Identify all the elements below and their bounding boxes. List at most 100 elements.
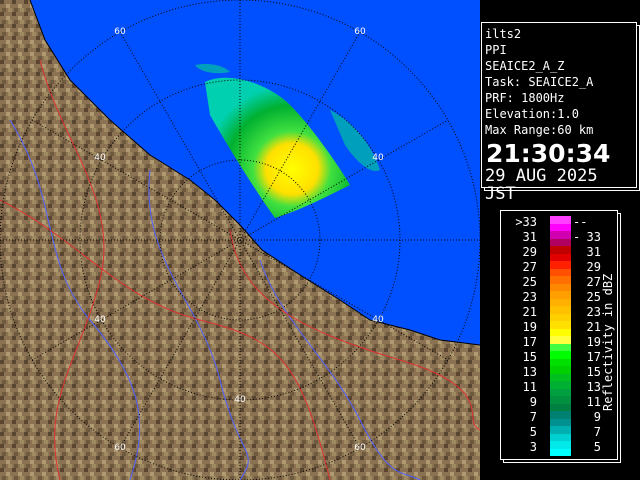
legend-high-value: 7 (593, 425, 601, 439)
range-ring-label: 40 (372, 153, 384, 163)
range-ring-label: 40 (94, 153, 106, 163)
legend-high-value: 27 (586, 275, 601, 289)
color-band (550, 418, 571, 426)
legend-low-value: 23 (522, 290, 537, 304)
rivers (0, 59, 480, 480)
range-ring-label: 40 (94, 315, 106, 325)
legend-row: 29 31 (501, 245, 617, 260)
echo-scatter (195, 63, 380, 171)
color-band (550, 276, 571, 284)
legend-low-value: 27 (522, 260, 537, 274)
legend-low-value: 21 (522, 305, 537, 319)
legend-high-value: 31 (586, 245, 601, 259)
color-band (550, 223, 571, 231)
legend-high-value: 9 (593, 410, 601, 424)
legend-row: 19 21 (501, 320, 617, 335)
product-name: SEAICE2_A_Z (485, 59, 565, 73)
legend-low-value: 9 (529, 395, 537, 409)
legend-low-value: 19 (522, 320, 537, 334)
scan-date: 29 AUG 2025 JST (485, 166, 598, 204)
color-band (550, 426, 571, 434)
legend-row: 21 23 (501, 305, 617, 320)
scan-time: 21:30:34 (486, 139, 611, 168)
legend-low-value: 5 (529, 425, 537, 439)
range-rings (0, 0, 480, 480)
legend-low-value: 3 (529, 440, 537, 454)
color-band (550, 403, 571, 411)
legend-high-value: 13 (586, 380, 601, 394)
color-band (550, 216, 571, 224)
color-band (550, 328, 571, 336)
color-band (550, 268, 571, 276)
legend-high-value: 33 (586, 230, 601, 244)
legend-high-value: 25 (586, 290, 601, 304)
legend-high-value: 5 (593, 440, 601, 454)
color-band (550, 321, 571, 329)
echo-main (205, 77, 350, 219)
color-band (550, 306, 571, 314)
color-band (550, 246, 571, 254)
range-ring-label: 60 (354, 443, 366, 453)
color-band (550, 433, 571, 441)
color-band (550, 448, 571, 456)
legend-row: 17 19 (501, 335, 617, 350)
legend-unit-label: Reflectivity in dBZ (601, 273, 615, 411)
color-band (550, 351, 571, 359)
color-band (550, 238, 571, 246)
color-band (550, 373, 571, 381)
range-ring-label: 40 (234, 395, 246, 405)
legend-high-value: 23 (586, 305, 601, 319)
legend-row: 15 17 (501, 350, 617, 365)
color-band (550, 313, 571, 321)
range-ring-label: 40 (372, 315, 384, 325)
legend-row: 13 15 (501, 365, 617, 380)
legend-low-value: 11 (522, 380, 537, 394)
color-band (550, 261, 571, 269)
color-bar (550, 216, 571, 456)
legend-high-value: 17 (586, 350, 601, 364)
color-band (550, 411, 571, 419)
color-band (550, 396, 571, 404)
color-band (550, 291, 571, 299)
legend-high-value: 29 (586, 260, 601, 274)
max-range: Max Range:60 km (485, 123, 594, 137)
range-ring-label: 60 (114, 27, 126, 37)
scan-info-panel: ilts2 PPI SEAICE2_A_Z Task: SEAICE2_A PR… (481, 22, 637, 203)
color-band (550, 336, 571, 344)
legend-row: 11 13 (501, 380, 617, 395)
radar-name: ilts2 (485, 27, 522, 41)
color-band (550, 231, 571, 239)
ppi-map: 60 60 40 40 40 40 40 60 60 (0, 0, 480, 480)
legend-row: 9 11 (501, 395, 617, 410)
color-band (550, 441, 571, 449)
reflectivity-legend: >33 --- 31 33 29 31 27 29 25 27 23 25 21 23 19 21 17 19 15… (500, 210, 618, 460)
legend-low-value: 25 (522, 275, 537, 289)
legend-low-value: >33 (515, 215, 537, 229)
color-band (550, 343, 571, 351)
legend-low-value: 13 (522, 365, 537, 379)
color-band (550, 283, 571, 291)
prf: PRF: 1800Hz (485, 91, 565, 105)
legend-row: 25 27 (501, 275, 617, 290)
legend-row: >33 --- (501, 215, 617, 244)
legend-row: 31 33 (501, 230, 617, 245)
range-ring-label: 60 (354, 27, 366, 37)
color-band (550, 381, 571, 389)
color-band (550, 253, 571, 261)
legend-high-value: 11 (586, 395, 601, 409)
range-ring-labels: 60 60 40 40 40 40 40 60 60 (94, 27, 384, 453)
color-band (550, 366, 571, 374)
task-name: Task: SEAICE2_A (485, 75, 594, 89)
legend-high-value: 15 (586, 365, 601, 379)
legend-low-value: 7 (529, 410, 537, 424)
legend-low-value: 17 (522, 335, 537, 349)
range-ring-label: 60 (114, 443, 126, 453)
legend-high-value: --- (573, 215, 588, 244)
legend-high-value: 19 (586, 335, 601, 349)
legend-high-value: 21 (586, 320, 601, 334)
legend-low-value: 31 (522, 230, 537, 244)
